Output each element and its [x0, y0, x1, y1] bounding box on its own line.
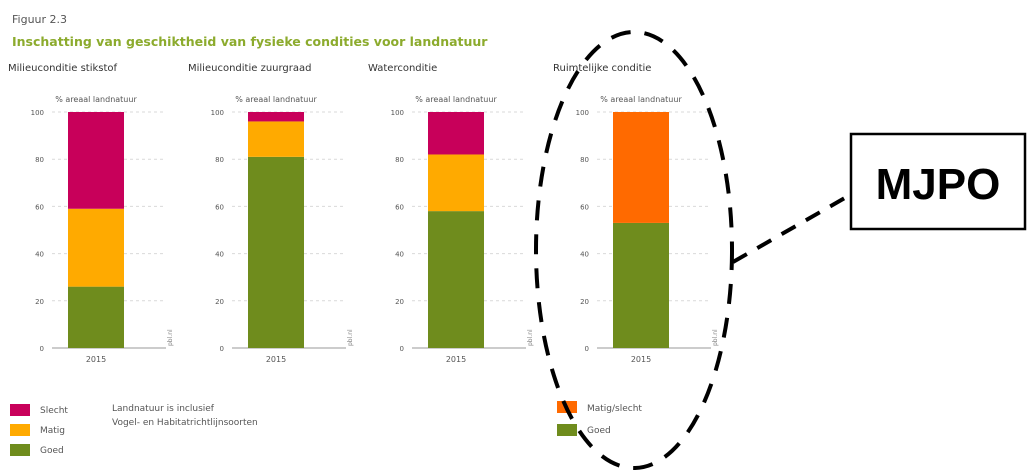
legend-swatch-goed — [10, 444, 30, 456]
panel-3-ytick-label: 100 — [391, 109, 404, 117]
panel-2-ytick-label: 0 — [220, 345, 224, 353]
panel-4-ytick-label: 60 — [580, 203, 589, 211]
panel-2-bar-goed — [248, 156, 304, 348]
panel-2-ytick-label: 80 — [215, 156, 224, 164]
panel-3-bar-matig — [428, 154, 484, 212]
legend-label-matig-slecht: Matig/slecht — [587, 404, 642, 414]
panel-1-ytick-label: 100 — [31, 109, 44, 117]
legend-label-matig: Matig — [40, 426, 65, 436]
panel-4-title: Ruimtelijke conditie — [553, 63, 651, 74]
panel-3-ytick-label: 40 — [395, 251, 404, 259]
panel-2-bar-matig — [248, 121, 304, 157]
panel-3-xtick-label: 2015 — [446, 355, 466, 364]
legend-label-slecht: Slecht — [40, 406, 68, 416]
dashed-highlight-ellipse — [534, 30, 734, 470]
panel-3-ylabel: % areaal landnatuur — [415, 95, 497, 104]
panel-1-ytick-label: 0 — [40, 345, 44, 353]
panel-2-ytick-label: 100 — [211, 109, 224, 117]
panel-1-source-label: pbl.nl — [167, 329, 174, 346]
legend-label-goed: Goed — [40, 446, 64, 456]
panel-1-ytick-label: 80 — [35, 156, 44, 164]
panel-1-ytick-label: 60 — [35, 203, 44, 211]
panel-1-ytick-label: 20 — [35, 298, 44, 306]
legend-note-line-2: Vogel- en Habitatrichtlijnsoorten — [112, 418, 258, 428]
panel-4-bar-goed — [613, 222, 669, 348]
legend-swatch-slecht — [10, 404, 30, 416]
panel-3-title: Waterconditie — [368, 63, 437, 74]
figure-title: Inschatting van geschiktheid van fysieke… — [12, 34, 488, 49]
panel-1-ytick-label: 40 — [35, 251, 44, 259]
panel-4-ytick-label: 0 — [585, 345, 589, 353]
mjpo-annotation: MJPO — [534, 30, 1027, 470]
panel-2-ytick-label: 60 — [215, 203, 224, 211]
dashed-leader-line — [732, 193, 851, 264]
panel-1-bar-matig — [68, 208, 124, 287]
panel-4-ytick-label: 100 — [576, 109, 589, 117]
panel-4-source-label: pbl.nl — [712, 329, 719, 346]
panel-3-bar-slecht — [428, 112, 484, 155]
mjpo-box — [849, 132, 1027, 231]
panel-1-ylabel: % areaal landnatuur — [55, 95, 137, 104]
panel-3-source-label: pbl.nl — [527, 329, 534, 346]
panel-2-ytick-label: 40 — [215, 251, 224, 259]
panel-3-ytick-label: 80 — [395, 156, 404, 164]
panel-1-title: Milieuconditie stikstof — [8, 63, 118, 74]
panel-3-ytick-label: 20 — [395, 298, 404, 306]
panel-2-xtick-label: 2015 — [266, 355, 286, 364]
panel-4-xtick-label: 2015 — [631, 355, 651, 364]
panel-4-bar-matig-slecht — [613, 112, 669, 223]
panel-2-ylabel: % areaal landnatuur — [235, 95, 317, 104]
figure-number: Figuur 2.3 — [12, 13, 67, 26]
panel-2-source-label: pbl.nl — [347, 329, 354, 346]
legend-note-line-1: Landnatuur is inclusief — [112, 404, 215, 414]
legend-swatch-matig — [10, 424, 30, 436]
panel-4-ylabel: % areaal landnatuur — [600, 95, 682, 104]
panel-4-ytick-label: 40 — [580, 251, 589, 259]
mjpo-label: MJPO — [876, 160, 1001, 209]
chart-panels: Milieuconditie stikstof % areaal landnatu… — [8, 63, 719, 364]
panel-4-ytick-label: 20 — [580, 298, 589, 306]
panel-4-ytick-label: 80 — [580, 156, 589, 164]
legend-label-goed-right: Goed — [587, 426, 611, 436]
panel-1-bar-slecht — [68, 112, 124, 209]
panel-1-bar-goed — [68, 286, 124, 348]
panel-2-title: Milieuconditie zuurgraad — [188, 63, 312, 74]
panel-2-bar-slecht — [248, 112, 304, 122]
legend-swatch-goed-right — [557, 424, 577, 436]
panel-3-ytick-label: 0 — [400, 345, 404, 353]
panel-2-ytick-label: 20 — [215, 298, 224, 306]
panel-3-bar-goed — [428, 211, 484, 348]
legend-left: Slecht Matig Goed Landnatuur is inclusie… — [10, 404, 258, 456]
panel-3-ytick-label: 60 — [395, 203, 404, 211]
panel-1-xtick-label: 2015 — [86, 355, 106, 364]
